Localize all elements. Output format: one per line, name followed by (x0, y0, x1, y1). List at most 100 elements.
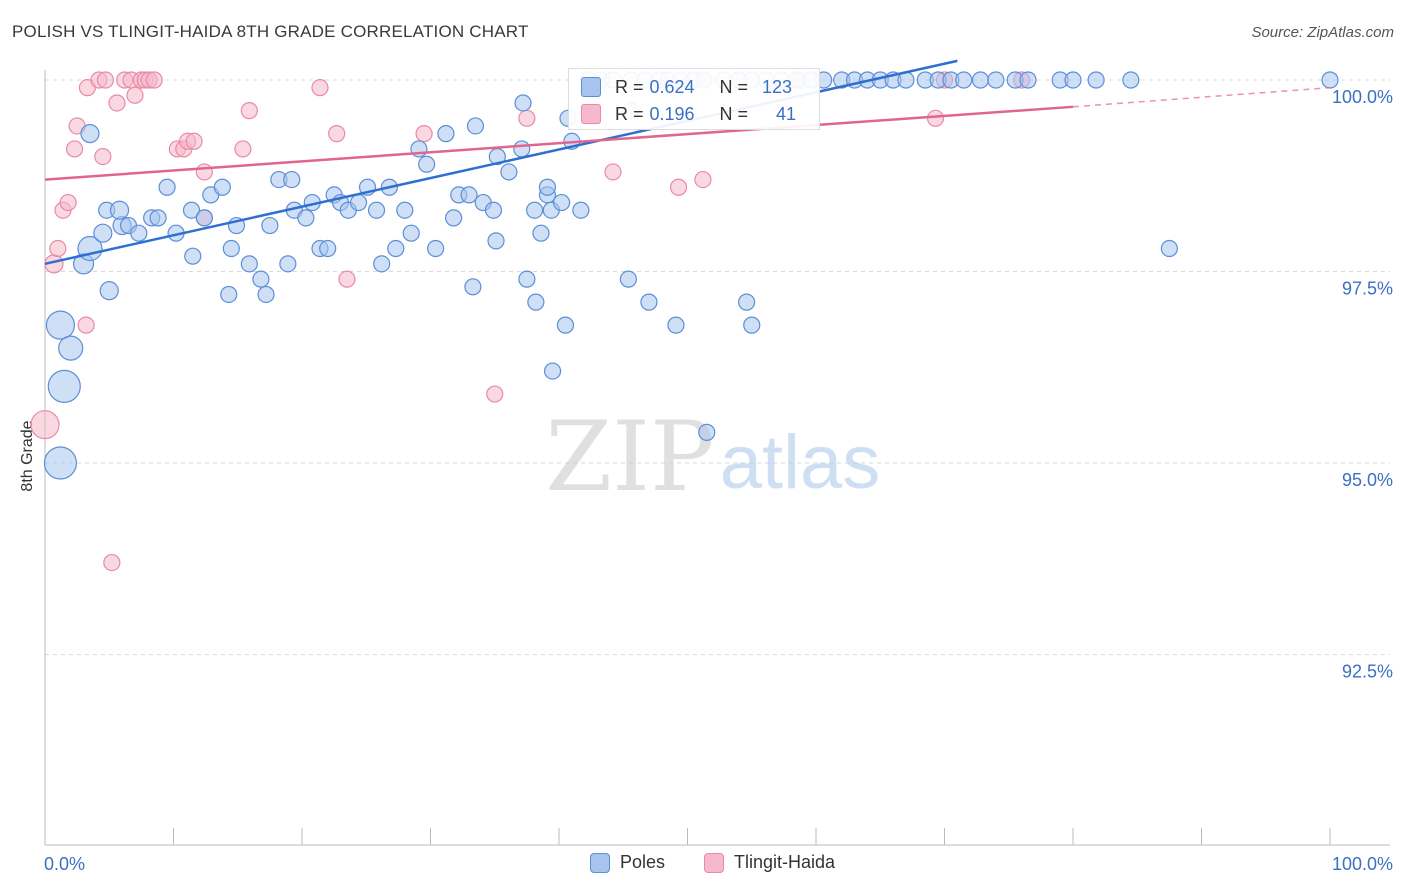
poles-point (527, 293, 545, 311)
poles-point (396, 201, 414, 219)
poles-point (240, 255, 258, 273)
tlingit-haida-point (59, 193, 77, 212)
poles-point (319, 239, 337, 258)
poles-point (552, 193, 571, 212)
poles-point (349, 193, 368, 212)
poles-point (556, 316, 575, 334)
tlingit-haida-swatch (581, 104, 601, 124)
poles-point (158, 178, 176, 196)
x-tick-label-1: 100.0% (1332, 854, 1393, 874)
poles-point (525, 201, 544, 219)
legend-item-tlingit-haida[interactable]: Tlingit-Haida (704, 852, 835, 873)
tlingit-haida-point (126, 86, 144, 104)
watermark-atlas: atlas (720, 420, 881, 505)
poles-point (743, 316, 761, 334)
poles-point (955, 71, 973, 89)
tlingit-haida-point (145, 71, 163, 89)
tlingit-haida-point (96, 71, 114, 89)
tlingit-haida-point (195, 163, 213, 181)
legend-label-poles: Poles (620, 852, 666, 872)
source-credit: Source: ZipAtlas.com (1251, 24, 1394, 41)
poles-point (1122, 71, 1140, 89)
tlingit-haida-point (94, 148, 112, 166)
poles-point (222, 239, 240, 258)
legend-swatch-tlingit-haida (704, 852, 724, 873)
tlingit-haida-point (604, 163, 622, 181)
tlingit-haida-point (108, 94, 126, 112)
tlingit-haida-point (926, 109, 945, 127)
tlingit-haida-point (669, 178, 688, 196)
poles-point (402, 224, 420, 242)
poles-point (1321, 71, 1339, 89)
poles-point (220, 285, 238, 304)
poles-point (640, 293, 658, 311)
y-tick-label-1: 95.0% (1342, 470, 1393, 490)
y-tick-label-0: 92.5% (1342, 662, 1393, 682)
poles-point (445, 209, 463, 227)
y-tick-label-2: 97.5% (1342, 279, 1393, 299)
poles-swatch (581, 77, 601, 97)
poles-point (500, 163, 518, 181)
poles-n-value: 123 (762, 76, 793, 97)
poles-point (213, 178, 231, 196)
tlingit-haida-trend-extension (1072, 86, 1331, 108)
tlingit-haida-point (240, 102, 258, 120)
tlingit-haida-point (518, 109, 536, 127)
tlingit-haida-point (49, 239, 67, 258)
poles-point (367, 201, 386, 219)
poles-point (80, 124, 100, 144)
poles-r-value: 0.624 (649, 76, 695, 97)
poles-point (460, 186, 478, 204)
poles-point (109, 200, 130, 220)
poles-point (514, 94, 532, 112)
tlingit-haida-r-value: 0.196 (649, 103, 695, 124)
tlingit-haida-point (486, 385, 504, 403)
poles-point (387, 239, 405, 258)
poles-point (1064, 71, 1082, 89)
tlingit-haida-r-label: R = (615, 103, 644, 124)
poles-point (1160, 239, 1178, 258)
poles-point (297, 209, 315, 227)
poles-point (619, 270, 637, 288)
poles-point (518, 270, 536, 288)
poles-point (698, 423, 716, 441)
stats-row-tlingit-haida: R = 0.196 N = 41 (581, 101, 796, 127)
stats-legend: R = 0.624 N = 123 R = 0.196 N = 41 (568, 68, 820, 130)
poles-point (987, 71, 1005, 89)
poles-point (47, 369, 81, 403)
poles-point (538, 178, 557, 196)
tlingit-haida-point (234, 140, 252, 158)
tlingit-haida-point (415, 125, 433, 143)
poles-point (373, 255, 391, 273)
tlingit-haida-point (338, 270, 356, 288)
tlingit-haida-n-label: N = (719, 103, 749, 124)
legend-item-poles[interactable]: Poles (590, 852, 665, 873)
poles-point (1087, 71, 1105, 89)
poles-point (184, 247, 202, 265)
tlingit-haida-point (694, 170, 712, 189)
poles-point (43, 446, 78, 480)
watermark: ZIP atlas (545, 401, 880, 513)
tlingit-haida-point (77, 316, 95, 334)
legend-label-tlingit-haida: Tlingit-Haida (734, 852, 836, 872)
poles-point (543, 362, 562, 380)
poles-point (513, 140, 531, 158)
poles-point (738, 293, 756, 311)
poles-point (667, 316, 685, 334)
watermark-zip: ZIP (545, 401, 714, 513)
bottom-legend: Poles Tlingit-Haida (0, 850, 1406, 878)
tlingit-haida-point (65, 140, 84, 158)
tlingit-haida-n-value: 41 (776, 103, 797, 124)
poles-point (971, 71, 990, 89)
poles-point (130, 224, 148, 242)
poles-n-label: N = (719, 76, 749, 97)
poles-point (427, 239, 445, 258)
poles-point (99, 281, 119, 301)
poles-point (464, 278, 482, 296)
poles-point (279, 255, 297, 273)
poles-trend-line (44, 59, 958, 266)
poles-point (532, 224, 550, 242)
poles-point (257, 285, 275, 304)
poles-point (283, 170, 301, 189)
poles-point (182, 201, 201, 219)
